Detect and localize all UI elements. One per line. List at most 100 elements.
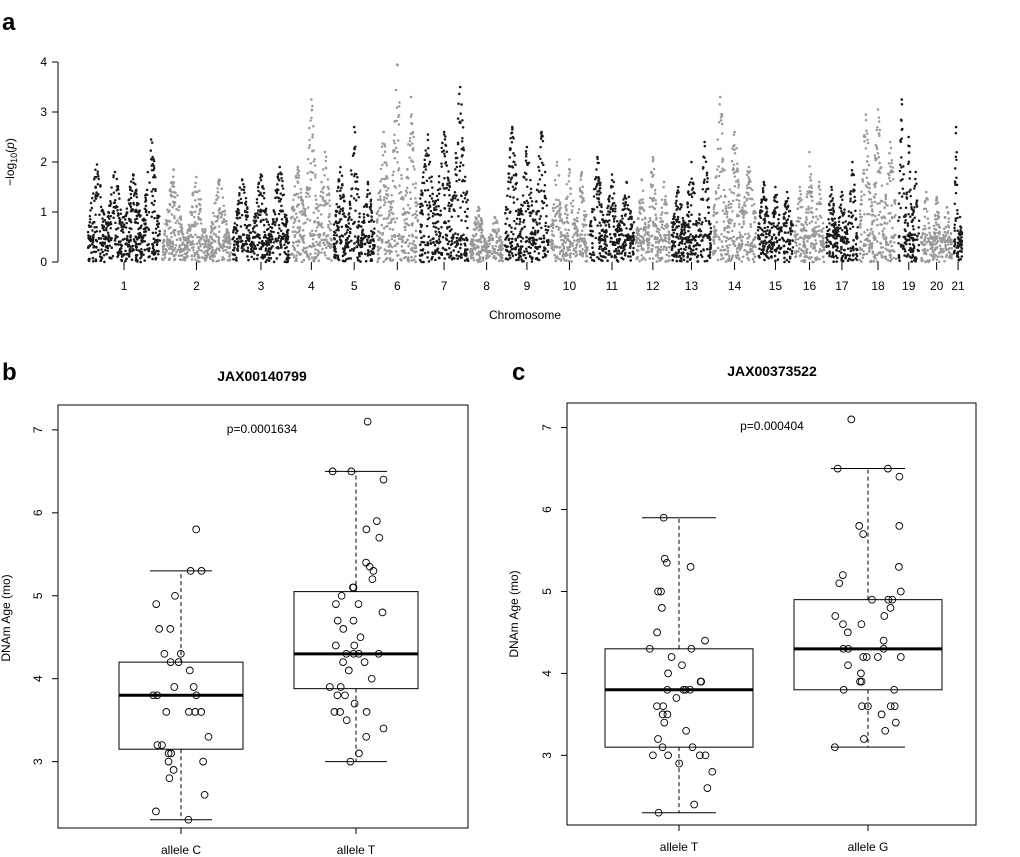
manhattan-point <box>198 189 201 192</box>
manhattan-point <box>673 228 677 232</box>
manhattan-point <box>607 213 611 216</box>
manhattan-point <box>263 210 266 213</box>
manhattan-point <box>353 247 356 250</box>
manhattan-point <box>622 198 625 201</box>
manhattan-point <box>638 202 642 205</box>
manhattan-point <box>156 225 160 228</box>
manhattan-point <box>399 257 402 261</box>
manhattan-point <box>763 221 766 225</box>
manhattan-point <box>390 219 393 223</box>
manhattan-point <box>362 219 366 222</box>
manhattan-point <box>166 244 169 248</box>
manhattan-point <box>560 218 563 221</box>
manhattan-point <box>706 177 709 180</box>
manhattan-point <box>578 238 582 241</box>
manhattan-point <box>692 182 695 186</box>
manhattan-point <box>262 196 266 200</box>
manhattan-point <box>92 192 95 195</box>
manhattan-point <box>564 251 568 255</box>
manhattan-point <box>157 252 160 256</box>
manhattan-point <box>309 252 312 256</box>
manhattan-point <box>688 244 691 248</box>
manhattan-point <box>280 237 283 241</box>
manhattan-point <box>400 195 404 199</box>
manhattan-point <box>343 200 346 203</box>
manhattan-point <box>409 115 413 119</box>
manhattan-point <box>447 201 451 205</box>
manhattan-point <box>528 211 531 215</box>
manhattan-point <box>689 233 692 236</box>
manhattan-point <box>410 122 414 126</box>
manhattan-point <box>180 254 183 257</box>
manhattan-point <box>171 240 174 243</box>
manhattan-point <box>462 148 466 152</box>
manhattan-point <box>663 198 667 201</box>
manhattan-point <box>285 231 289 234</box>
manhattan-point <box>727 200 731 203</box>
manhattan-point <box>445 164 449 167</box>
manhattan-point <box>99 196 102 199</box>
manhattan-point <box>708 248 712 251</box>
manhattan-point <box>479 234 482 238</box>
manhattan-point <box>400 177 403 180</box>
manhattan-point <box>760 228 764 231</box>
manhattan-point <box>88 237 92 240</box>
manhattan-point <box>335 228 338 232</box>
manhattan-point <box>315 202 318 206</box>
manhattan-point <box>324 167 328 170</box>
manhattan-point <box>758 247 761 250</box>
manhattan-point <box>394 250 398 253</box>
manhattan-point <box>598 203 602 207</box>
manhattan-point <box>395 106 399 109</box>
manhattan-point <box>277 212 281 216</box>
manhattan-point <box>137 234 141 238</box>
manhattan-point <box>463 196 467 200</box>
manhattan-point <box>158 230 161 233</box>
manhattan-point <box>305 246 309 249</box>
manhattan-point <box>224 233 227 237</box>
manhattan-point <box>116 235 119 239</box>
manhattan-point <box>585 223 588 227</box>
manhattan-point <box>426 138 430 142</box>
manhattan-point <box>474 232 478 236</box>
manhattan-point <box>591 207 594 211</box>
manhattan-point <box>258 241 261 244</box>
manhattan-point <box>257 189 260 193</box>
manhattan-point <box>301 228 305 232</box>
manhattan-point <box>114 228 118 231</box>
manhattan-point <box>707 211 710 215</box>
manhattan-point <box>93 225 96 229</box>
manhattan-point <box>733 148 736 152</box>
manhattan-point <box>614 233 617 236</box>
manhattan-point <box>377 238 381 241</box>
manhattan-point <box>368 253 372 257</box>
manhattan-point <box>170 252 174 256</box>
manhattan-point <box>621 249 625 253</box>
manhattan-point <box>612 225 616 228</box>
manhattan-point <box>746 243 749 247</box>
manhattan-point <box>410 224 414 227</box>
manhattan-point <box>413 250 417 254</box>
manhattan-point <box>728 218 732 221</box>
manhattan-point <box>708 251 712 254</box>
manhattan-point <box>314 248 317 251</box>
manhattan-point <box>597 198 601 201</box>
manhattan-point <box>424 168 428 171</box>
manhattan-point <box>654 202 658 206</box>
manhattan-point <box>253 216 257 219</box>
manhattan-point <box>394 88 398 92</box>
manhattan-point <box>658 259 661 263</box>
manhattan-point <box>653 222 657 226</box>
manhattan-point <box>492 254 496 258</box>
manhattan-point <box>519 251 523 255</box>
manhattan-point <box>322 199 325 203</box>
manhattan-point <box>654 213 657 216</box>
manhattan-point <box>777 231 781 234</box>
manhattan-point <box>235 224 239 227</box>
manhattan-point <box>319 213 323 216</box>
manhattan-point <box>721 169 724 173</box>
manhattan-point <box>198 208 202 211</box>
manhattan-point <box>270 235 273 238</box>
manhattan-point <box>499 235 502 239</box>
manhattan-point <box>144 209 148 212</box>
